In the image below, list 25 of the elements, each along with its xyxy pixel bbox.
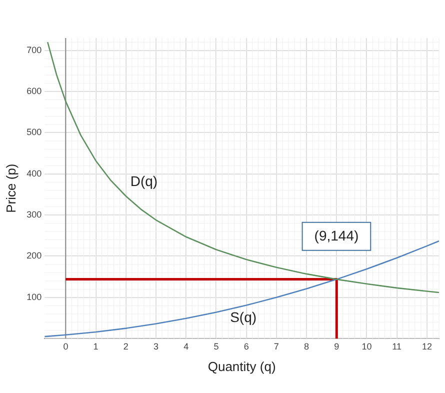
x-tick-label: 7 (274, 341, 279, 352)
x-tick-label: 1 (93, 341, 98, 352)
series-label: S(q) (230, 308, 257, 325)
x-tick-label: 11 (392, 341, 402, 352)
y-tick-label: 100 (26, 292, 42, 302)
x-tick-label: 10 (362, 341, 372, 352)
x-tick-label: 4 (184, 341, 189, 352)
y-tick-label: 200 (26, 250, 42, 261)
y-tick-label: 700 (26, 44, 42, 55)
x-tick-label: 8 (304, 341, 310, 352)
x-tick-label: 5 (214, 341, 219, 352)
y-axis-title: Price (p) (3, 164, 18, 213)
y-tick-label: 400 (26, 168, 42, 178)
y-tick-label: 300 (26, 210, 42, 220)
series-label: D(q) (130, 172, 158, 189)
x-tick-label: 12 (422, 341, 432, 352)
y-tick-label: 600 (26, 86, 42, 96)
x-tick-label: 0 (63, 341, 68, 352)
y-tick-label: 500 (26, 127, 42, 138)
annotation: (9,144) (314, 227, 359, 244)
x-tick-label: 9 (334, 341, 340, 352)
x-tick-label: 2 (123, 341, 128, 352)
x-tick-label: 3 (154, 341, 159, 352)
x-tick-label: 6 (244, 341, 249, 352)
x-axis-title: Quantity (q) (208, 358, 276, 374)
